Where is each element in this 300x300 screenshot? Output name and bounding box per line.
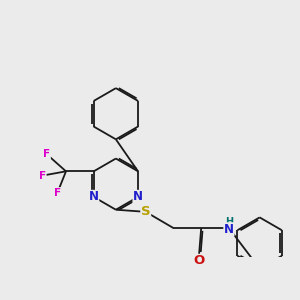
Text: N: N: [224, 223, 234, 236]
Text: S: S: [141, 206, 151, 218]
Text: N: N: [89, 190, 99, 203]
Text: F: F: [39, 171, 46, 181]
Text: N: N: [133, 190, 143, 203]
Text: F: F: [54, 188, 61, 198]
Text: H: H: [225, 217, 233, 227]
Text: O: O: [194, 254, 205, 267]
Text: F: F: [43, 149, 50, 159]
